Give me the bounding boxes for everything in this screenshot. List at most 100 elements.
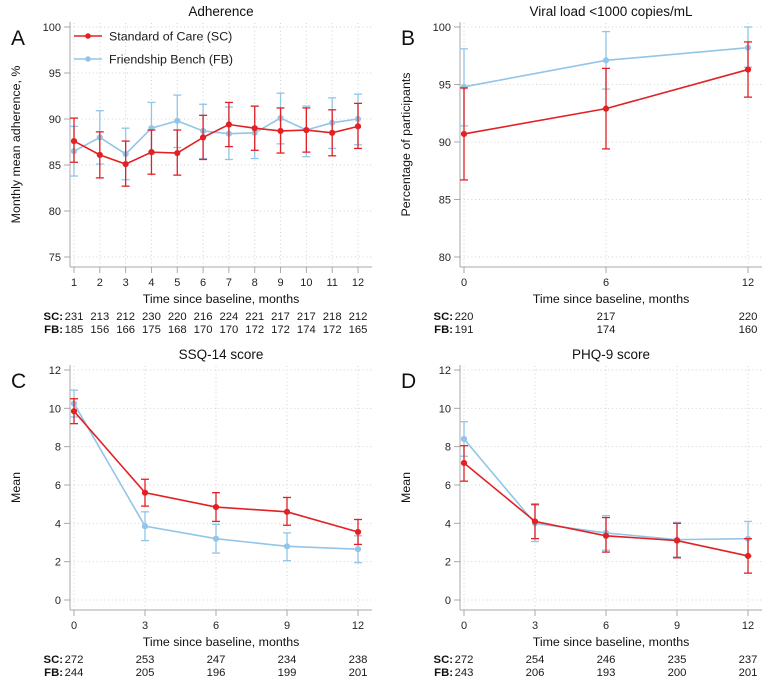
series-FB [70, 92, 362, 181]
y-tick-label: 10 [49, 403, 61, 415]
x-tick-label: 0 [461, 620, 467, 632]
x-tick-label: 3 [142, 620, 148, 632]
n-table-value: 175 [142, 324, 161, 336]
data-point-SC [96, 151, 103, 158]
data-point-SC [354, 528, 362, 536]
x-tick-label: 9 [674, 620, 680, 632]
x-axis-label: Time since baseline, months [533, 635, 690, 649]
chart-title: Adherence [188, 4, 253, 19]
x-tick-label: 2 [97, 277, 103, 289]
n-table-value: 212 [349, 311, 368, 323]
chart-B: 80 85 90 95 100 0 6 12 Viral load <1000 copies/m… [399, 4, 762, 336]
data-point-SC [354, 123, 362, 130]
data-point-SC [251, 125, 258, 132]
n-table-row-label: SC: [434, 311, 453, 323]
n-table-value: 220 [739, 311, 758, 323]
y-tick-label: 100 [43, 22, 61, 34]
n-table-value: 247 [207, 654, 226, 666]
n-table-value: 217 [597, 311, 616, 323]
n-table-value: 244 [65, 667, 84, 679]
data-point-FB [212, 535, 220, 542]
x-tick-label: 8 [252, 277, 258, 289]
n-table-value: 174 [297, 324, 316, 336]
data-point-SC [199, 134, 207, 141]
x-tick-label: 11 [326, 277, 337, 289]
axes: 0 2 4 6 8 10 12 0 3 6 9 12 [49, 365, 372, 632]
x-tick-label: 10 [300, 277, 312, 289]
x-tick-label: 1 [71, 277, 77, 289]
y-tick-label: 4 [445, 518, 451, 530]
n-table-value: 216 [194, 311, 213, 323]
panel-c-ssq14: 0 2 4 6 8 10 12 0 3 6 9 12 SSQ-14 score C Time since b… [0, 343, 390, 686]
chart-title: PHQ-9 score [572, 347, 650, 362]
x-tick-label: 0 [71, 620, 77, 632]
panel-letter: A [11, 27, 25, 50]
data-point-SC [531, 518, 539, 525]
x-axis-label: Time since baseline, months [143, 292, 300, 306]
data-point-SC [225, 121, 233, 128]
n-table-value: 172 [245, 324, 264, 336]
n-table-value: 272 [455, 654, 474, 666]
n-table-value: 238 [349, 654, 368, 666]
axes: 80 85 90 95 100 0 6 12 [433, 22, 762, 289]
x-tick-label: 7 [226, 277, 232, 289]
n-table-value: 272 [65, 654, 84, 666]
n-table-value: 217 [271, 311, 290, 323]
n-table-value: 235 [668, 654, 687, 666]
y-tick-label: 95 [49, 68, 61, 80]
legend-item-label: Friendship Bench (FB) [109, 53, 233, 67]
n-table-value: 234 [278, 654, 297, 666]
x-tick-label: 12 [742, 277, 754, 289]
y-tick-label: 90 [439, 137, 451, 149]
y-tick-label: 2 [445, 557, 451, 569]
n-table-value: 201 [349, 667, 368, 679]
n-table-value: 243 [455, 667, 474, 679]
series-line-FB [73, 117, 359, 155]
legend-marker [85, 56, 91, 62]
x-tick-label: 3 [123, 277, 129, 289]
y-tick-label: 2 [55, 557, 61, 569]
n-table-value: 254 [526, 654, 545, 666]
n-table-value: 196 [207, 667, 226, 679]
y-tick-label: 80 [439, 252, 451, 264]
n-table-value: 168 [168, 324, 187, 336]
n-table-row-label: FB: [434, 667, 453, 679]
series-SC [460, 445, 752, 574]
y-tick-label: 12 [439, 365, 451, 377]
data-point-FB [460, 435, 468, 443]
x-tick-label: 9 [284, 620, 290, 632]
panel-letter: B [401, 27, 415, 50]
n-table-value: 220 [455, 311, 474, 323]
x-axis-label: Time since baseline, months [533, 292, 690, 306]
x-tick-label: 5 [174, 277, 180, 289]
panel-b-viral-load: 80 85 90 95 100 0 6 12 Viral load <1000 copies/m… [390, 0, 780, 343]
data-point-SC [283, 508, 291, 515]
data-point-SC [303, 126, 310, 134]
n-table-value: 213 [90, 311, 109, 323]
n-table-value: 166 [116, 324, 135, 336]
data-point-SC [602, 105, 610, 112]
chart-C: 0 2 4 6 8 10 12 0 3 6 9 12 SSQ-14 score C Time since b… [9, 347, 372, 679]
series-SC [70, 398, 362, 546]
data-point-SC [70, 137, 78, 145]
data-point-FB [283, 543, 291, 550]
x-tick-label: 12 [742, 620, 754, 632]
data-point-SC [174, 149, 181, 157]
n-table-value: 170 [194, 324, 213, 336]
x-tick-label: 0 [461, 277, 467, 289]
data-point-SC [744, 552, 752, 560]
chart-title: SSQ-14 score [179, 347, 264, 362]
series-line-SC [73, 123, 359, 165]
data-point-SC [673, 537, 681, 544]
n-table-value: 160 [739, 324, 758, 336]
n-table-row-label: SC: [44, 311, 63, 323]
y-axis-label: Monthly mean adherence, % [9, 66, 23, 224]
data-point-FB [354, 546, 362, 553]
y-tick-label: 0 [55, 595, 61, 607]
y-tick-label: 10 [439, 403, 451, 415]
data-point-SC [329, 129, 336, 136]
axes: 0 2 4 6 8 10 12 0 3 6 9 12 [439, 365, 762, 632]
